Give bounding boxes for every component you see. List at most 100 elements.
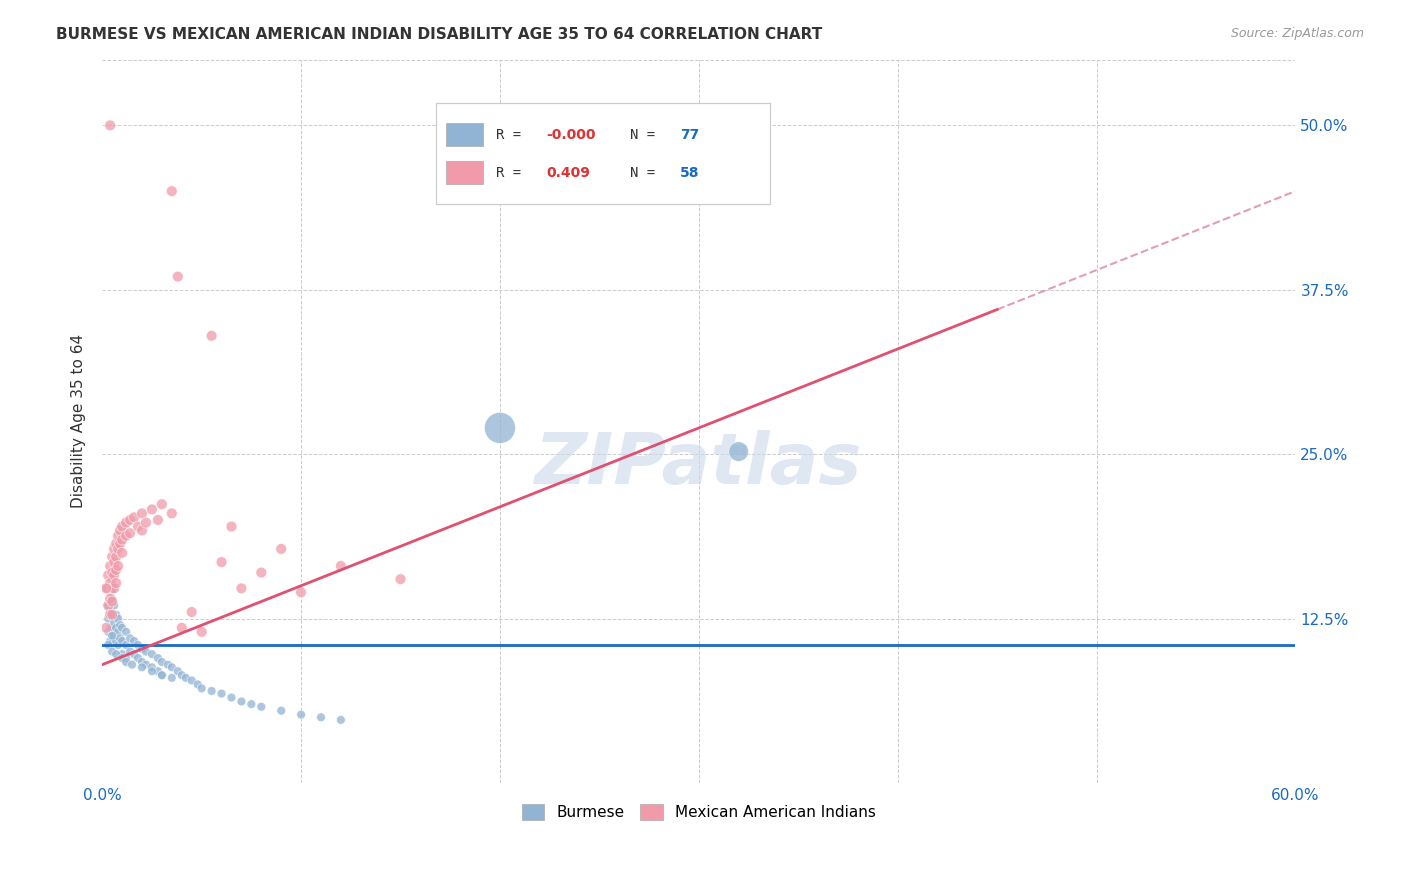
Point [108, 618, 131, 632]
Point [389, 572, 412, 586]
Point [98, 119, 121, 133]
Point [107, 638, 129, 652]
Point [290, 707, 312, 722]
Point [190, 681, 212, 696]
Point [170, 668, 193, 682]
Point [101, 572, 124, 586]
Point [250, 566, 273, 580]
Point [101, 582, 124, 596]
Point [105, 634, 128, 648]
Point [101, 607, 124, 622]
Point [103, 555, 125, 569]
Point [146, 665, 169, 679]
Point [727, 444, 749, 458]
Point [131, 507, 153, 521]
Point [160, 671, 183, 685]
Point [166, 665, 188, 679]
Point [122, 634, 145, 648]
Point [105, 563, 128, 577]
Point [211, 555, 233, 569]
Point [174, 671, 197, 685]
Point [105, 621, 128, 635]
Point [111, 533, 134, 547]
Point [141, 660, 163, 674]
Y-axis label: Disability Age 35 to 64: Disability Age 35 to 64 [72, 334, 86, 508]
Point [96, 621, 118, 635]
Point [118, 526, 141, 541]
Point [135, 657, 157, 672]
Point [111, 621, 134, 635]
Point [118, 644, 141, 658]
Point [131, 641, 153, 656]
Point [101, 629, 124, 643]
Point [131, 524, 153, 538]
Point [97, 624, 120, 639]
Point [108, 524, 131, 538]
Point [107, 612, 129, 626]
Point [101, 621, 124, 635]
Point [180, 673, 202, 688]
Point [200, 684, 222, 698]
Point [290, 585, 312, 599]
Point [160, 507, 183, 521]
Point [135, 644, 157, 658]
Point [101, 634, 124, 648]
Point [107, 559, 129, 574]
Point [98, 607, 121, 622]
Point [105, 576, 128, 591]
Text: ZIPatlas: ZIPatlas [536, 430, 862, 500]
Point [221, 519, 243, 533]
Point [115, 516, 138, 530]
Point [118, 513, 141, 527]
Point [107, 541, 129, 556]
Point [131, 655, 153, 669]
Point [98, 621, 121, 635]
Point [115, 624, 138, 639]
Point [108, 536, 131, 550]
Text: Source: ZipAtlas.com: Source: ZipAtlas.com [1230, 27, 1364, 40]
Point [160, 184, 183, 198]
Point [98, 591, 121, 606]
Point [166, 269, 188, 284]
Legend: Burmese, Mexican American Indians: Burmese, Mexican American Indians [516, 797, 882, 826]
Point [329, 559, 352, 574]
Point [111, 651, 134, 665]
Point [127, 638, 149, 652]
Point [270, 704, 292, 718]
Point [115, 638, 138, 652]
Point [101, 591, 124, 606]
Point [270, 541, 292, 556]
Point [97, 638, 120, 652]
Point [103, 541, 125, 556]
Point [309, 710, 332, 724]
Point [105, 549, 128, 564]
Point [150, 668, 173, 682]
Point [105, 607, 128, 622]
Point [103, 582, 125, 596]
Point [231, 694, 253, 708]
Point [127, 519, 149, 533]
Point [98, 605, 121, 619]
Point [221, 690, 243, 705]
Point [118, 632, 141, 646]
Point [107, 529, 129, 543]
Point [101, 607, 124, 622]
Point [115, 651, 138, 665]
Point [97, 612, 120, 626]
Point [231, 582, 253, 596]
Point [156, 657, 179, 672]
Point [115, 529, 138, 543]
Point [135, 516, 157, 530]
Point [96, 582, 118, 596]
Point [98, 634, 121, 648]
Point [180, 605, 202, 619]
Point [170, 621, 193, 635]
Point [98, 559, 121, 574]
Point [329, 713, 352, 727]
Point [108, 632, 131, 646]
Point [107, 624, 129, 639]
Point [98, 585, 121, 599]
Point [103, 629, 125, 643]
Point [141, 647, 163, 661]
Point [97, 582, 120, 596]
